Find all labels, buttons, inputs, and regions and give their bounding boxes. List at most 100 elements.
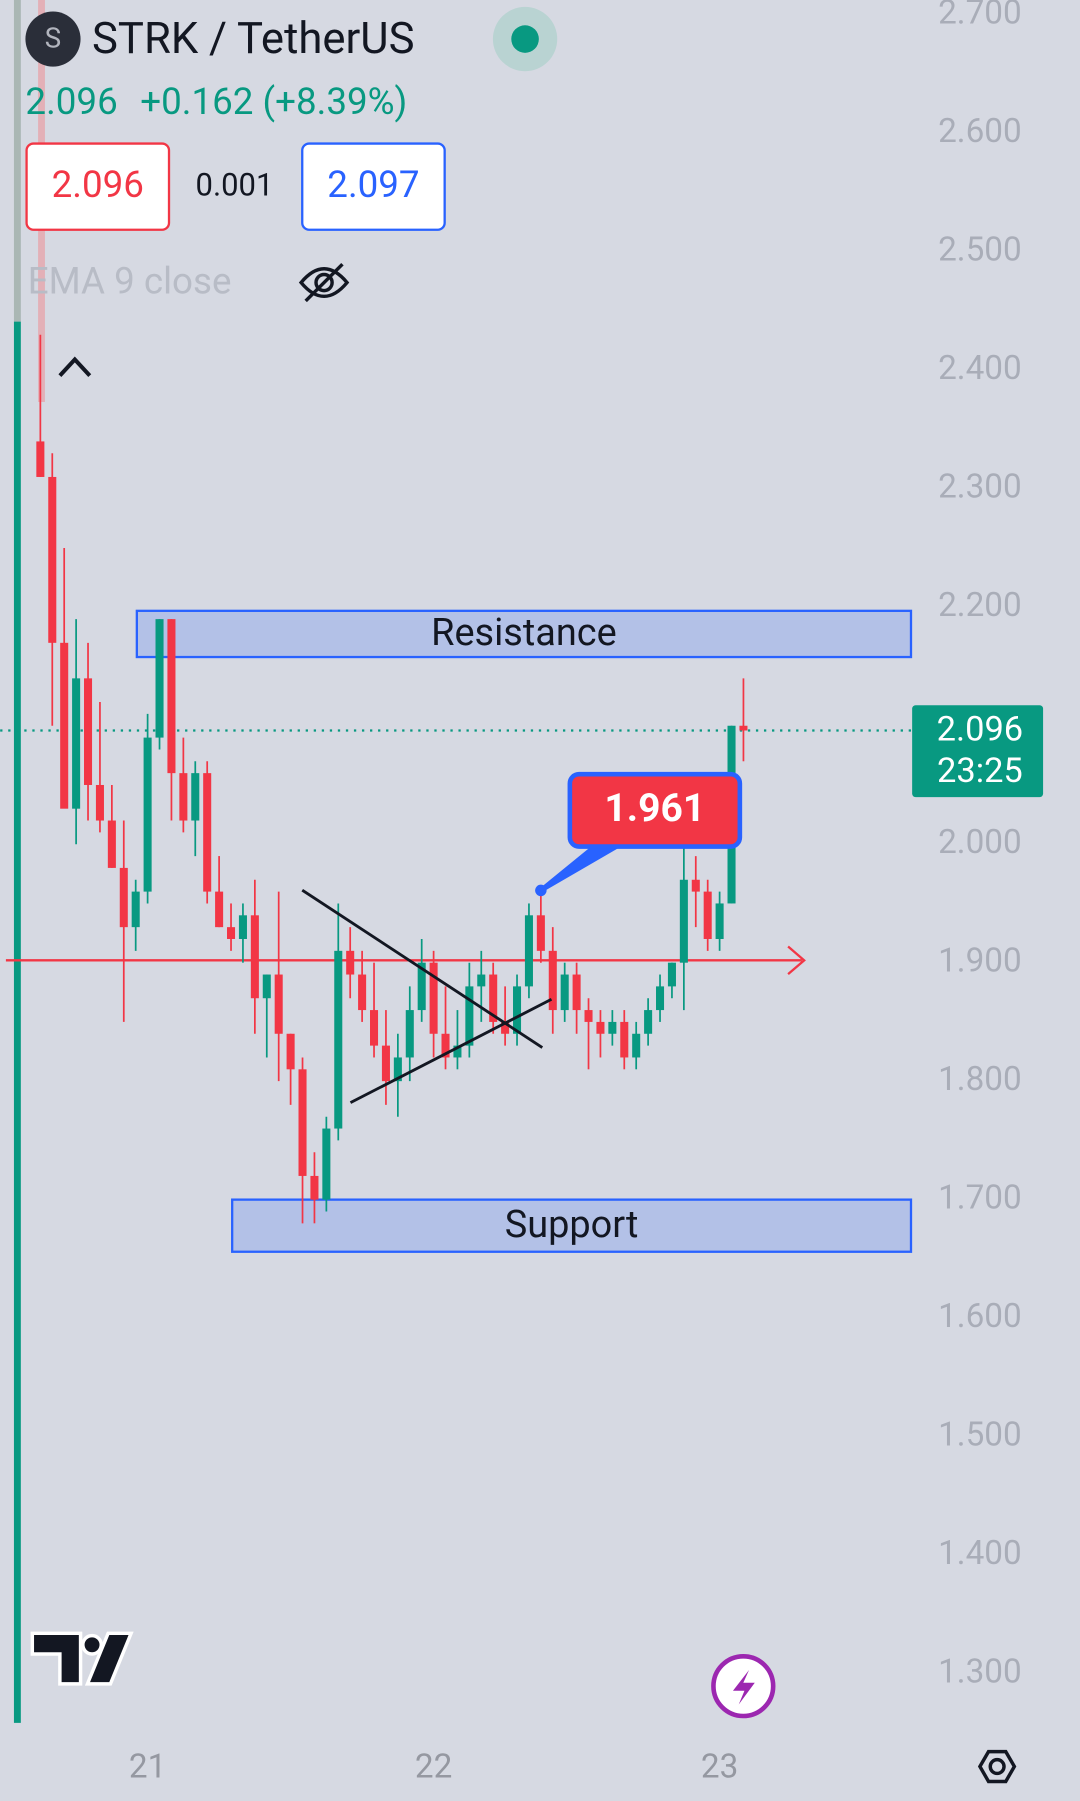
bid-price: 2.096 [52, 163, 144, 206]
candle-body [131, 891, 140, 928]
candle-body [84, 678, 93, 785]
candle-body [36, 441, 45, 477]
candle-body [167, 619, 176, 774]
candle-body [489, 974, 498, 1022]
plot-area: Resistance Support [0, 334, 913, 1253]
candle-body [358, 974, 367, 1011]
price-tag-label: 2.096 [937, 710, 1024, 750]
candle-body [584, 1010, 593, 1022]
candle-body [644, 1010, 653, 1034]
candle-body [191, 773, 200, 821]
zone-label: Resistance [431, 611, 617, 655]
candle-body [632, 1033, 641, 1058]
y-tick-label: 1.500 [938, 1415, 1022, 1454]
y-tick-label: 2.300 [938, 468, 1022, 507]
y-tick-label: 1.700 [938, 1178, 1022, 1217]
candle-body [119, 867, 128, 928]
candle-body [227, 927, 236, 939]
y-tick-label: 1.900 [938, 941, 1022, 980]
y-tick-label: 2.700 [938, 0, 1022, 33]
candle-body [370, 1010, 379, 1046]
candle-body [608, 1021, 617, 1034]
symbol-title[interactable]: STRK / TetherUS [92, 13, 414, 64]
candle-body [322, 1128, 331, 1200]
candle-body [95, 784, 104, 821]
candle-body [262, 974, 271, 999]
trend-line [301, 888, 544, 1049]
candle-body [393, 1057, 402, 1082]
settings-icon[interactable] [977, 1749, 1017, 1784]
collapse-icon[interactable] [58, 356, 92, 377]
symbol-icon-text: S [45, 21, 61, 54]
candle-body [572, 974, 581, 1011]
candle-body [548, 950, 557, 1011]
callout-label: 1.961 [604, 785, 705, 831]
zone-box [231, 1198, 913, 1253]
x-tick-label: 23 [701, 1748, 738, 1787]
sell-button[interactable] [25, 142, 171, 231]
zone-label: Support [505, 1203, 639, 1247]
y-tick-label: 2.000 [938, 823, 1022, 862]
candle-body [72, 678, 81, 809]
candle-body [513, 986, 522, 1034]
hide-icon[interactable] [298, 262, 350, 303]
candle-body [250, 915, 259, 999]
candle-body [691, 879, 700, 892]
y-tick-label: 1.400 [938, 1534, 1022, 1573]
y-tick-label: 2.200 [938, 586, 1022, 625]
candle-body [703, 891, 712, 939]
candle-body [465, 986, 474, 1046]
trend-line [349, 998, 553, 1104]
symbol-icon [25, 11, 81, 67]
y-tick-label: 2.500 [938, 231, 1022, 270]
candle-body [298, 1069, 307, 1176]
last-price: 2.096 [25, 80, 117, 123]
candle-body [48, 476, 57, 643]
x-tick-label: 22 [415, 1748, 452, 1787]
overlay: 2.7002.6002.5002.4002.3002.2002.1002.000… [129, 0, 1044, 1787]
candle-body [501, 1021, 510, 1034]
candle-body [274, 974, 283, 1034]
candle-body [739, 725, 748, 731]
candle-body [215, 891, 224, 928]
y-tick-label: 1.300 [938, 1652, 1022, 1691]
candle-body [441, 1033, 450, 1058]
candle-body [560, 974, 569, 1011]
ask-price: 2.097 [327, 163, 419, 206]
candle-body [715, 903, 724, 939]
candle-body [107, 820, 116, 868]
candle-body [60, 642, 69, 809]
candle-body [179, 773, 188, 821]
candle-body [143, 737, 152, 892]
level-arrow [787, 945, 806, 975]
price-tag [912, 705, 1044, 798]
candle-body [405, 1010, 414, 1058]
candle-body [679, 879, 688, 963]
y-tick-label: 1.800 [938, 1060, 1022, 1099]
candle-body [656, 986, 665, 1011]
candle-body [238, 915, 247, 939]
candle-body [453, 1045, 462, 1058]
x-tick-label: 21 [129, 1748, 166, 1787]
candle-body [536, 915, 545, 951]
spread: 0.001 [196, 166, 274, 203]
candle-body [346, 950, 355, 975]
callout-box [567, 771, 743, 849]
candle-body [334, 950, 343, 1129]
lightning-icon [732, 1670, 755, 1705]
buy-button[interactable] [301, 142, 446, 231]
candle-body [310, 1175, 319, 1200]
callout-anchor [535, 884, 547, 897]
y-tick-label: 1.600 [938, 1297, 1022, 1336]
candle-body [524, 915, 533, 987]
price-change: +0.162 (+8.39%) [140, 80, 407, 123]
candle-body [596, 1021, 605, 1034]
indicator-label[interactable]: EMA 9 close [28, 259, 232, 302]
candle-body [667, 962, 676, 987]
zone-box [135, 609, 913, 659]
candle-body [429, 962, 438, 1034]
candle-body [203, 773, 212, 892]
candle-body [620, 1021, 629, 1058]
y-tick-label: 2.400 [938, 349, 1022, 388]
